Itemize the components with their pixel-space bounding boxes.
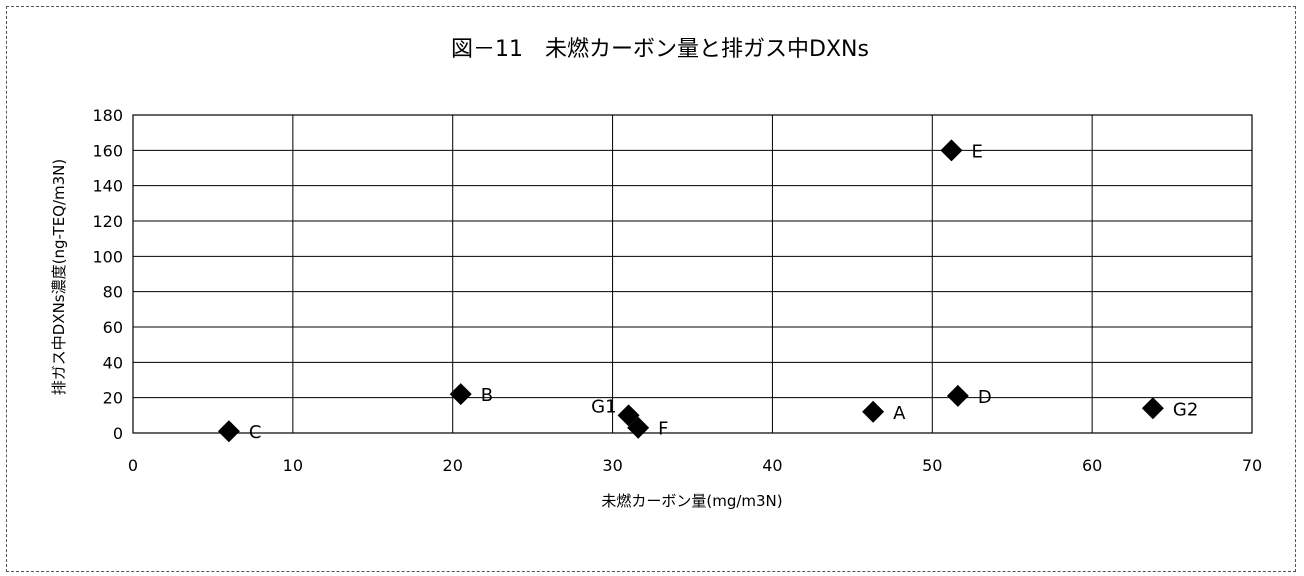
data-point-label: G1 <box>591 396 616 417</box>
x-tick-label: 10 <box>283 456 303 475</box>
data-point-marker <box>862 400 885 423</box>
y-tick-label: 60 <box>103 318 123 337</box>
data-point-label: C <box>249 422 262 443</box>
data-points: C B G1 F A D E G2 <box>217 139 1198 443</box>
x-tick-label: 60 <box>1082 456 1102 475</box>
data-point-label: F <box>658 419 668 440</box>
data-point-marker <box>217 420 240 443</box>
data-point-label: E <box>971 141 982 162</box>
data-point-marker <box>940 139 963 162</box>
data-point-marker <box>1141 397 1164 420</box>
y-tick-label: 140 <box>92 177 123 196</box>
x-tick-label: 50 <box>922 456 942 475</box>
x-axis-ticks: 0 10 20 30 40 50 60 70 <box>128 456 1262 475</box>
x-tick-label: 40 <box>762 456 782 475</box>
y-tick-label: 40 <box>103 353 123 372</box>
plot-area <box>132 114 1253 434</box>
data-point-label: A <box>893 403 906 424</box>
chart-title: 図－11 未燃カーボン量と排ガス中DXNs <box>451 37 869 62</box>
y-tick-label: 0 <box>113 424 123 443</box>
y-tick-label: 160 <box>92 141 123 160</box>
data-point-label: B <box>481 385 493 406</box>
x-tick-label: 0 <box>128 456 138 475</box>
y-tick-label: 20 <box>103 389 123 408</box>
y-tick-label: 180 <box>92 106 123 125</box>
x-tick-label: 20 <box>443 456 463 475</box>
y-tick-label: 120 <box>92 212 123 231</box>
y-axis-label: 排ガス中DXNs濃度(ng-TEQ/m3N) <box>50 159 68 396</box>
y-tick-label: 80 <box>103 283 123 302</box>
x-axis-label: 未燃カーボン量(mg/m3N) <box>601 492 782 510</box>
data-point-label: G2 <box>1173 399 1198 420</box>
data-point-marker <box>449 383 472 406</box>
grid-lines <box>132 114 1253 434</box>
x-tick-label: 30 <box>602 456 622 475</box>
chart-frame <box>6 6 1296 572</box>
y-axis-ticks: 0 20 40 60 80 100 120 140 160 180 <box>92 106 123 443</box>
y-tick-label: 100 <box>92 247 123 266</box>
data-point-label: D <box>978 387 992 408</box>
data-point-marker <box>946 384 969 407</box>
data-point-marker <box>627 416 650 439</box>
x-tick-label: 70 <box>1242 456 1262 475</box>
